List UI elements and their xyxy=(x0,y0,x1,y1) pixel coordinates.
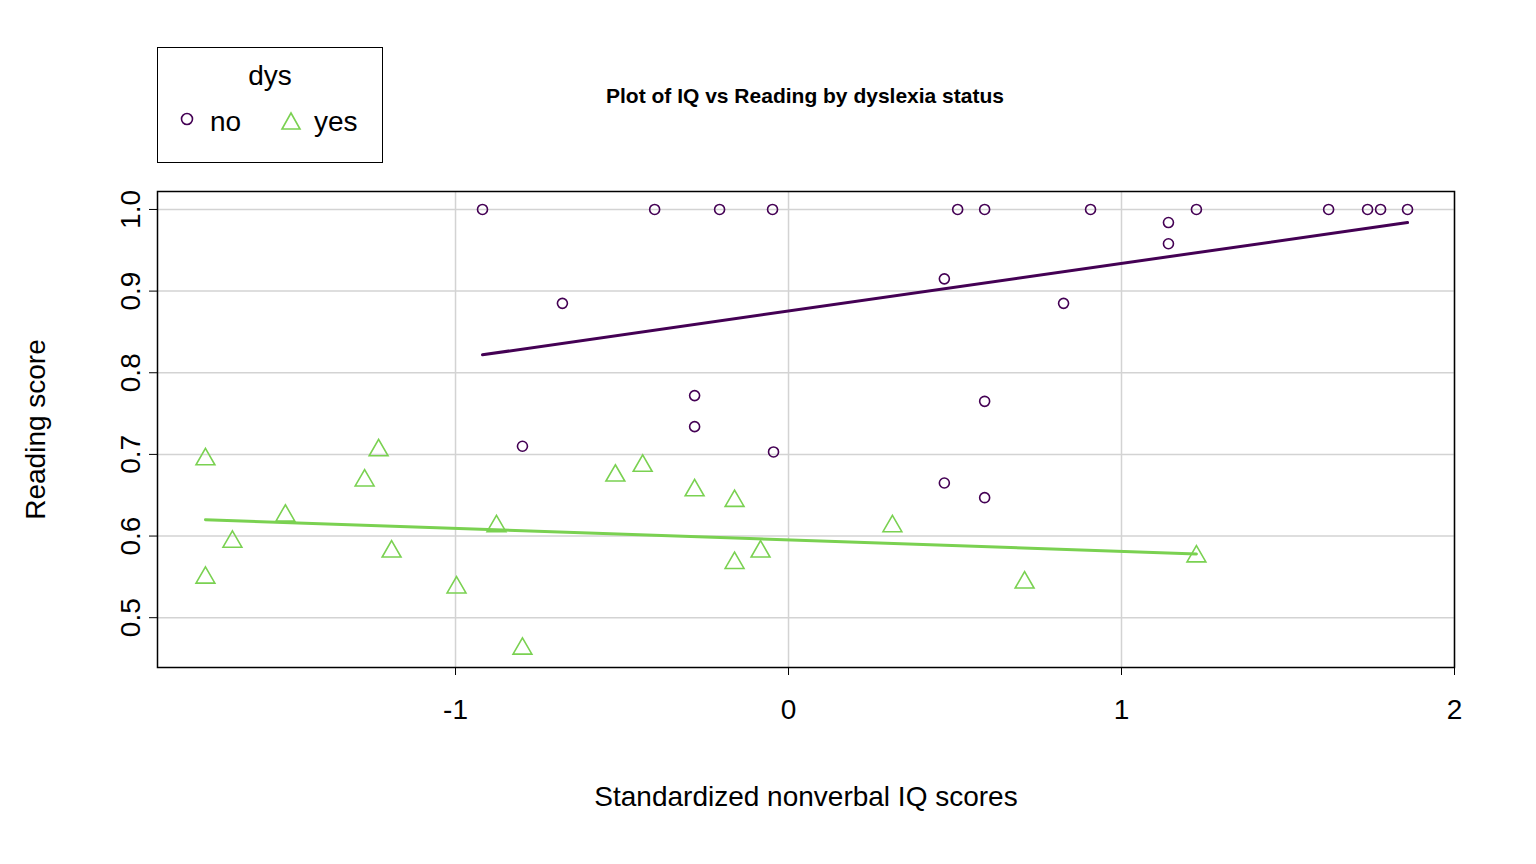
svg-text:0.8: 0.8 xyxy=(115,353,146,392)
svg-text:0: 0 xyxy=(781,694,797,725)
svg-text:0.9: 0.9 xyxy=(115,272,146,311)
svg-text:-1: -1 xyxy=(443,694,468,725)
html-text:yes: yes xyxy=(314,106,358,137)
svg-text:Standardized nonverbal IQ scor: Standardized nonverbal IQ scores xyxy=(594,781,1017,812)
svg-text:1.0: 1.0 xyxy=(115,190,146,229)
html-text:dys: dys xyxy=(248,60,292,91)
html-text:Plot of IQ vs Reading by dysle: Plot of IQ vs Reading by dyslexia status xyxy=(606,84,1004,107)
svg-text:2: 2 xyxy=(1447,694,1463,725)
svg-text:0.6: 0.6 xyxy=(115,517,146,556)
svg-text:1: 1 xyxy=(1114,694,1130,725)
svg-text:0.7: 0.7 xyxy=(115,435,146,474)
html-text:no: no xyxy=(210,106,242,137)
svg-text:Reading score: Reading score xyxy=(20,339,51,520)
svg-text:0.5: 0.5 xyxy=(115,598,146,637)
